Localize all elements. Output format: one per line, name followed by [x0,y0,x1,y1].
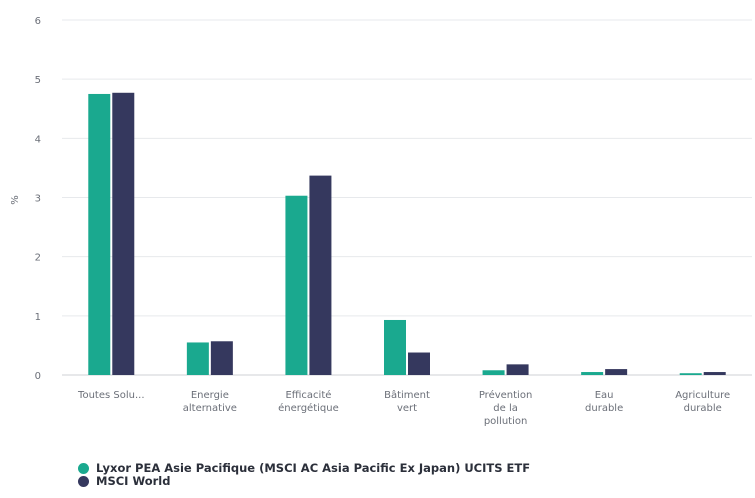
y-tick-label: 5 [35,75,41,86]
bars [88,92,726,376]
bar-series-2-cat-3[interactable] [309,175,332,375]
y-tick-label: 2 [35,253,41,264]
bar-series-2-cat-4[interactable] [408,352,430,375]
legend: Lyxor PEA Asie Pacifique (MSCI AC Asia P… [78,462,530,488]
legend-swatch-series-2 [78,476,89,487]
bar-series-2-cat-7[interactable] [703,372,726,375]
bar-series-1-cat-4[interactable] [384,319,406,375]
x-axis-ticks: Toutes Solu... Energie alternative Efficaci… [77,389,730,427]
bar-series-1-cat-3[interactable] [285,195,308,375]
x-tick-label: Agriculture durable [675,390,730,414]
x-tick-label: Prévention de la pollution [479,389,532,427]
bar-series-2-cat-2[interactable] [210,341,233,375]
x-tick-label: Eau durable [585,390,623,414]
y-tick-label: 4 [35,134,41,145]
legend-swatch-series-1 [78,463,89,474]
bar-series-1-cat-1[interactable] [88,93,111,375]
legend-item-series-2[interactable]: MSCI World [78,475,530,488]
y-tick-label: 3 [35,194,41,205]
bar-series-2-cat-1[interactable] [112,92,135,376]
y-tick-label: 6 [35,16,41,27]
x-tick-label: Efficacité énergétique [278,389,339,414]
gridlines [62,19,752,376]
y-axis-ticks: 0 1 2 3 4 5 6 [35,16,41,382]
legend-item-series-1[interactable]: Lyxor PEA Asie Pacifique (MSCI AC Asia P… [78,462,530,475]
x-tick-label: Bâtiment vert [384,389,430,414]
y-tick-label: 0 [35,371,41,382]
bar-chart: 0 1 2 3 4 5 6 % Toutes Solu... Energie alternati… [10,16,752,427]
legend-label-series-2: MSCI World [96,474,171,488]
bar-series-1-cat-2[interactable] [186,342,209,375]
bar-series-1-cat-7[interactable] [679,373,702,375]
bar-series-2-cat-6[interactable] [605,369,628,375]
bar-series-1-cat-6[interactable] [581,372,604,375]
x-tick-label: Energie alternative [183,390,237,414]
legend-label-series-1: Lyxor PEA Asie Pacifique (MSCI AC Asia P… [96,461,531,475]
bar-series-2-cat-5[interactable] [506,364,529,375]
x-tick-label: Toutes Solu... [77,390,144,401]
bar-series-1-cat-5[interactable] [482,370,505,375]
y-tick-label: 1 [35,312,41,323]
y-axis-label: % [10,195,21,205]
